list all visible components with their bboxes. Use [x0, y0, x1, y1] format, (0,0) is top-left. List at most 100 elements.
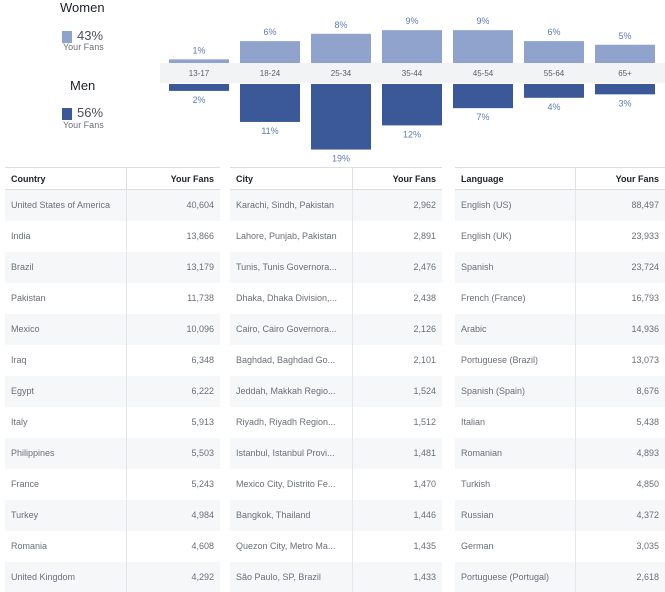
fans-count-cell: 5,503 [191, 448, 214, 458]
women-bar-35-44[interactable] [382, 30, 442, 63]
table-row: Cairo, Cairo Governora... 2,126 [230, 314, 442, 345]
table-row: Quezon City, Metro Ma... 1,435 [230, 531, 442, 562]
country-column-header[interactable]: Country [5, 168, 127, 189]
age-axis-band [160, 63, 665, 83]
fans-count-cell: 2,101 [413, 355, 436, 365]
table-row: Istanbul, Istanbul Provi... 1,481 [230, 438, 442, 469]
city-name-cell: Karachi, Sindh, Pakistan [230, 190, 353, 221]
city-name-cell: Lahore, Punjab, Pakistan [230, 221, 353, 252]
table-row: English (US) 88,497 [455, 190, 665, 221]
table-row: Riyadh, Riyadh Region... 1,512 [230, 407, 442, 438]
fans-count-cell: 23,933 [631, 231, 659, 241]
women-bar-label: 5% [618, 31, 631, 41]
men-bar-label: 12% [403, 129, 421, 139]
fans-count-cell: 4,850 [636, 479, 659, 489]
legend-women-label: Women [60, 0, 105, 15]
language-name-cell: Romanian [455, 438, 576, 469]
table-row: São Paulo, SP, Brazil 1,433 [230, 562, 442, 592]
fans-column-header[interactable]: Your Fans [615, 174, 659, 184]
fans-count-cell: 5,913 [191, 417, 214, 427]
legend-women-sub: Your Fans [63, 42, 104, 52]
fans-count-cell: 3,035 [636, 541, 659, 551]
men-bar-65+[interactable] [595, 84, 655, 95]
fans-count-cell: 4,292 [191, 572, 214, 582]
age-group-label: 25-34 [331, 69, 352, 78]
men-bar-55-64[interactable] [524, 84, 584, 98]
language-name-cell: Portuguese (Portugal) [455, 562, 576, 592]
table-row: United States of America 40,604 [5, 190, 220, 221]
women-bar-13-17[interactable] [169, 59, 229, 63]
women-bar-45-54[interactable] [453, 30, 513, 63]
age-group-label: 45-54 [473, 69, 494, 78]
city-table: City Your Fans Karachi, Sindh, Pakistan 2,9… [230, 167, 442, 592]
women-bar-25-34[interactable] [311, 33, 371, 63]
country-name-cell: Egypt [5, 376, 127, 407]
city-name-cell: Tunis, Tunis Governora... [230, 252, 353, 283]
country-name-cell: Brazil [5, 252, 127, 283]
fans-count-cell: 2,126 [413, 324, 436, 334]
country-name-cell: United States of America [5, 190, 127, 221]
fans-count-cell: 1,524 [413, 386, 436, 396]
men-bar-label: 4% [547, 102, 560, 112]
fans-count-cell: 1,481 [413, 448, 436, 458]
fans-count-cell: 23,724 [631, 262, 659, 272]
women-bar-label: 9% [476, 16, 489, 26]
language-name-cell: Italian [455, 407, 576, 438]
age-gender-chart: 1% 2% 13-17 6% 11% 18-24 8% 19% 25-34 9% 12% 35-44 9… [169, 16, 655, 164]
fans-count-cell: 1,512 [413, 417, 436, 427]
city-name-cell: Jeddah, Makkah Regio... [230, 376, 353, 407]
city-table-header: City Your Fans [230, 168, 442, 190]
language-name-cell: English (US) [455, 190, 576, 221]
men-bar-45-54[interactable] [453, 84, 513, 109]
fans-count-cell: 5,438 [636, 417, 659, 427]
country-table-header: Country Your Fans [5, 168, 220, 190]
women-bar-label: 9% [405, 16, 418, 26]
table-row: French (France) 16,793 [455, 283, 665, 314]
table-row: English (UK) 23,933 [455, 221, 665, 252]
language-table: Language Your Fans English (US) 88,497 Engli… [455, 167, 665, 592]
table-row: Mexico City, Distrito Fe... 1,470 [230, 469, 442, 500]
table-row: Portuguese (Portugal) 2,618 [455, 562, 665, 592]
city-name-cell: Riyadh, Riyadh Region... [230, 407, 353, 438]
language-column-header[interactable]: Language [455, 168, 576, 189]
legend-women-percent: 43% [77, 28, 104, 43]
fans-count-cell: 2,476 [413, 262, 436, 272]
language-name-cell: Turkish [455, 469, 576, 500]
fans-column-header[interactable]: Your Fans [170, 174, 214, 184]
women-bar-55-64[interactable] [524, 41, 584, 63]
women-bar-65+[interactable] [595, 44, 655, 63]
city-table-body: Karachi, Sindh, Pakistan 2,962 Lahore, Pun… [230, 190, 442, 592]
city-name-cell: Cairo, Cairo Governora... [230, 314, 353, 345]
men-bar-25-34[interactable] [311, 84, 371, 150]
women-bar-label: 6% [547, 27, 560, 37]
language-name-cell: English (UK) [455, 221, 576, 252]
language-name-cell: Spanish [455, 252, 576, 283]
legend-men-label: Men [70, 78, 96, 93]
language-name-cell: German [455, 531, 576, 562]
fans-count-cell: 40,604 [186, 200, 214, 210]
legend-women-swatch [62, 31, 72, 43]
table-row: Bangkok, Thailand 1,446 [230, 500, 442, 531]
city-column-header[interactable]: City [230, 168, 353, 189]
table-row: United Kingdom 4,292 [5, 562, 220, 592]
fans-column-header[interactable]: Your Fans [392, 174, 436, 184]
age-group-label: 65+ [618, 69, 632, 78]
table-row: Lahore, Punjab, Pakistan 2,891 [230, 221, 442, 252]
country-name-cell: India [5, 221, 127, 252]
men-bar-13-17[interactable] [169, 84, 229, 91]
fans-count-cell: 2,618 [636, 572, 659, 582]
table-row: German 3,035 [455, 531, 665, 562]
fans-count-cell: 2,438 [413, 293, 436, 303]
men-bar-label: 2% [192, 95, 205, 105]
fans-count-cell: 5,243 [191, 479, 214, 489]
women-bar-18-24[interactable] [240, 41, 300, 63]
fans-count-cell: 6,348 [191, 355, 214, 365]
city-name-cell: Baghdad, Baghdad Go... [230, 345, 353, 376]
table-row: Romanian 4,893 [455, 438, 665, 469]
city-name-cell: Istanbul, Istanbul Provi... [230, 438, 353, 469]
country-name-cell: Pakistan [5, 283, 127, 314]
men-bar-18-24[interactable] [240, 84, 300, 122]
men-bar-label: 7% [476, 112, 489, 122]
men-bar-35-44[interactable] [382, 84, 442, 126]
table-row: Dhaka, Dhaka Division,... 2,438 [230, 283, 442, 314]
